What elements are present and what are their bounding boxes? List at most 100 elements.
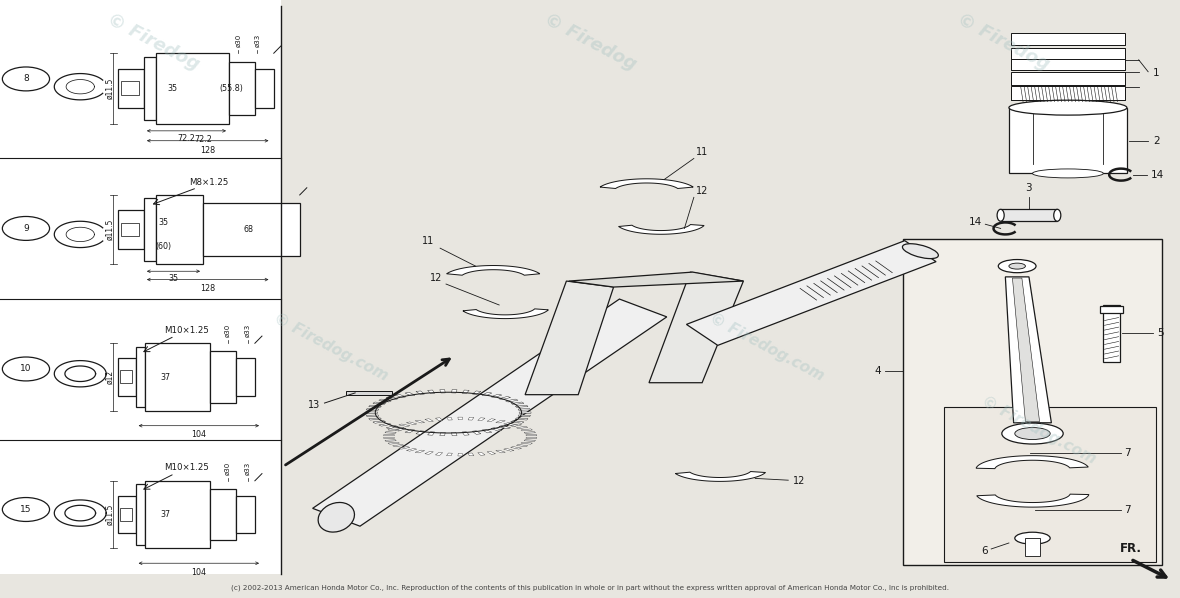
Polygon shape [472, 391, 481, 395]
Polygon shape [506, 399, 518, 402]
Polygon shape [452, 432, 457, 435]
Polygon shape [406, 422, 417, 425]
Polygon shape [618, 224, 704, 234]
Polygon shape [463, 432, 470, 435]
Polygon shape [468, 417, 474, 420]
Polygon shape [384, 437, 394, 438]
Polygon shape [463, 309, 549, 319]
Polygon shape [447, 266, 539, 275]
Polygon shape [524, 432, 536, 434]
Text: 1: 1 [1153, 68, 1160, 78]
Bar [1001, 209, 1057, 221]
Text: © Firedog: © Firedog [953, 10, 1053, 74]
Polygon shape [675, 471, 766, 481]
Polygon shape [491, 394, 502, 398]
Polygon shape [516, 418, 527, 420]
Polygon shape [406, 448, 417, 451]
Text: © Firedog.com: © Firedog.com [707, 310, 827, 383]
Polygon shape [384, 435, 394, 436]
Polygon shape [518, 415, 530, 417]
Polygon shape [499, 426, 511, 429]
Polygon shape [379, 399, 391, 402]
Bar [1011, 48, 1125, 59]
Polygon shape [435, 418, 442, 421]
Text: 7: 7 [1125, 505, 1132, 515]
Polygon shape [977, 494, 1089, 507]
Text: ø30: ø30 [224, 462, 231, 475]
Polygon shape [367, 415, 379, 417]
Text: 3: 3 [1025, 182, 1032, 193]
Text: ø11.5: ø11.5 [105, 219, 114, 240]
Bar [210, 352, 236, 402]
Text: 2: 2 [1153, 136, 1160, 145]
Text: 13: 13 [308, 401, 320, 410]
Text: M10×1.25: M10×1.25 [164, 326, 209, 335]
Polygon shape [569, 272, 743, 287]
Polygon shape [399, 424, 409, 426]
Text: 12: 12 [793, 477, 805, 486]
Bar [136, 484, 145, 545]
Text: 10: 10 [20, 364, 32, 374]
Polygon shape [399, 447, 409, 449]
Polygon shape [427, 390, 434, 393]
Text: ø30: ø30 [235, 34, 242, 47]
Text: © Firedog.com: © Firedog.com [978, 394, 1099, 467]
Text: 104: 104 [191, 568, 206, 577]
Polygon shape [687, 240, 936, 346]
Polygon shape [1012, 278, 1040, 422]
Polygon shape [472, 431, 481, 434]
Bar [1011, 59, 1125, 70]
Text: 12: 12 [431, 273, 442, 283]
Bar [346, 391, 392, 395]
Text: 11: 11 [696, 147, 708, 157]
Text: 7: 7 [1125, 448, 1132, 458]
Polygon shape [379, 423, 391, 426]
Polygon shape [463, 390, 470, 393]
Bar [203, 203, 300, 256]
Bar [118, 210, 144, 249]
Ellipse shape [1009, 263, 1025, 269]
Bar [118, 358, 136, 396]
Polygon shape [458, 417, 463, 420]
Text: ø33: ø33 [244, 324, 251, 337]
Polygon shape [526, 437, 537, 438]
Polygon shape [478, 418, 485, 421]
Polygon shape [367, 408, 379, 410]
Text: ø12: ø12 [105, 370, 114, 384]
Circle shape [2, 357, 50, 381]
Ellipse shape [1054, 209, 1061, 221]
Polygon shape [405, 392, 415, 396]
Polygon shape [517, 426, 527, 429]
Text: 37: 37 [160, 510, 171, 519]
Polygon shape [385, 440, 396, 441]
Polygon shape [601, 179, 693, 188]
Text: FR.: FR. [1120, 542, 1141, 555]
Polygon shape [415, 450, 425, 453]
Circle shape [2, 498, 50, 521]
Polygon shape [366, 412, 378, 413]
Polygon shape [520, 429, 532, 431]
Polygon shape [504, 422, 514, 425]
Text: ø33: ø33 [244, 462, 251, 475]
Polygon shape [520, 442, 532, 444]
Bar [118, 496, 136, 533]
Polygon shape [496, 450, 505, 453]
Polygon shape [386, 426, 398, 429]
Polygon shape [369, 418, 381, 420]
Polygon shape [446, 453, 452, 456]
Ellipse shape [1015, 428, 1050, 440]
Text: 11: 11 [422, 236, 434, 246]
Text: (60): (60) [156, 242, 171, 252]
Polygon shape [481, 392, 492, 396]
Text: 35: 35 [158, 218, 169, 227]
Polygon shape [517, 444, 527, 447]
Polygon shape [649, 272, 743, 383]
Text: 14: 14 [969, 218, 982, 227]
Polygon shape [373, 402, 386, 405]
Text: 12: 12 [696, 186, 708, 196]
Bar [120, 508, 132, 521]
Text: 35: 35 [169, 274, 178, 283]
Bar [136, 347, 145, 407]
Polygon shape [452, 390, 457, 393]
Polygon shape [511, 420, 524, 423]
